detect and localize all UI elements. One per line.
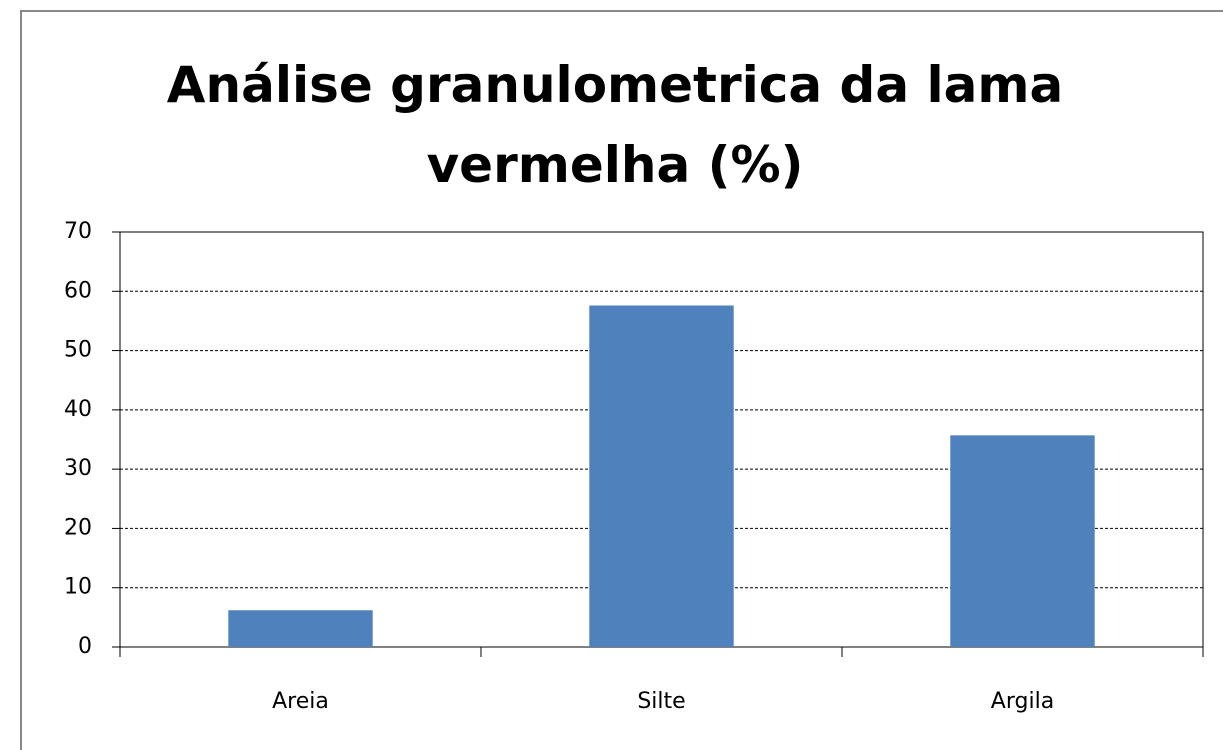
x-tick-label: Areia (272, 689, 329, 714)
chart-frame (20, 10, 1223, 750)
y-tick-label: 20 (64, 515, 92, 540)
y-tick-label: 50 (64, 338, 92, 363)
bar (950, 435, 1095, 647)
y-tick-label: 70 (64, 219, 92, 244)
y-tick-label: 40 (64, 397, 92, 422)
bar (589, 305, 734, 647)
x-tick-label: Silte (637, 689, 685, 714)
chart-title: Análise granulometrica da lama vermelha … (166, 56, 1064, 194)
y-tick-label: 0 (78, 634, 92, 659)
y-tick-label: 10 (64, 575, 92, 600)
y-tick-label: 30 (64, 456, 92, 481)
y-tick-label: 60 (64, 278, 92, 303)
x-tick-label: Argila (991, 689, 1054, 714)
bar (228, 610, 373, 647)
